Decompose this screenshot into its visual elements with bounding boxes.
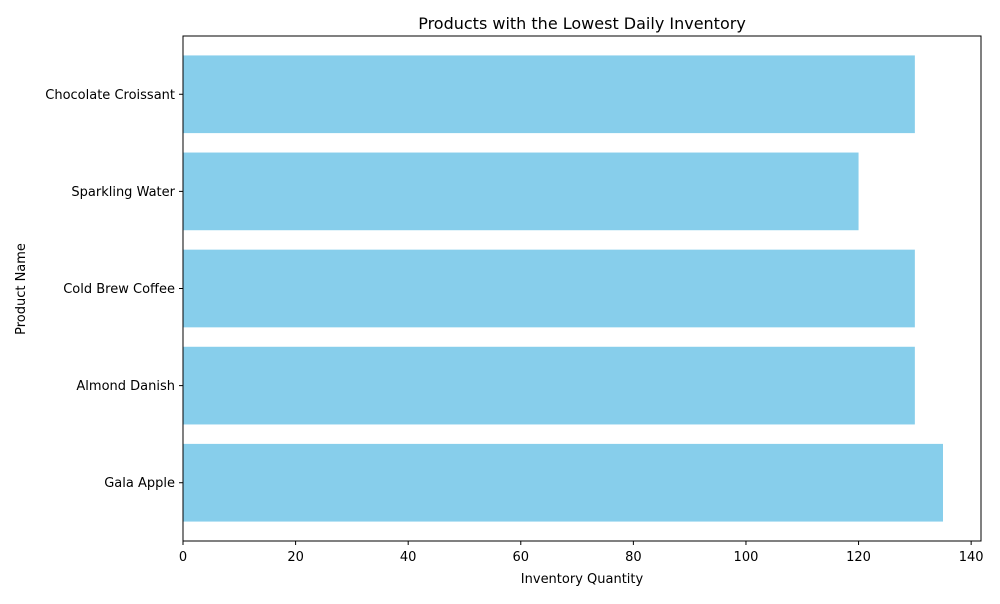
x-tick-label: 120 [846, 550, 871, 565]
x-tick-label: 0 [179, 550, 187, 565]
y-tick-label: Cold Brew Coffee [63, 282, 175, 297]
plot-frame [182, 35, 982, 542]
x-axis-label: Inventory Quantity [521, 572, 644, 587]
x-tick-label: 40 [400, 550, 417, 565]
chart-title: Products with the Lowest Daily Inventory [418, 14, 746, 33]
y-axis-ticks: Chocolate Croissant Sparkling Water Cold B… [45, 88, 183, 491]
y-tick-label: Sparkling Water [71, 185, 175, 200]
y-tick-label: Gala Apple [104, 476, 175, 491]
x-tick-label: 80 [625, 550, 642, 565]
bars-group [183, 55, 943, 522]
bar-almond-danish [183, 346, 915, 425]
y-tick-label: Chocolate Croissant [45, 88, 175, 103]
bar-chocolate-croissant [183, 55, 915, 134]
bar-gala-apple [183, 443, 943, 522]
x-tick-label: 60 [513, 550, 530, 565]
bar-sparkling-water [183, 152, 859, 231]
x-tick-label: 20 [287, 550, 304, 565]
x-tick-label: 100 [734, 550, 759, 565]
x-tick-label: 140 [959, 550, 984, 565]
bar-cold-brew-coffee [183, 249, 915, 328]
y-axis-label: Product Name [14, 243, 29, 335]
x-axis-ticks: 0 20 40 60 80 100 120 140 [179, 541, 984, 565]
y-tick-label: Almond Danish [76, 379, 175, 394]
